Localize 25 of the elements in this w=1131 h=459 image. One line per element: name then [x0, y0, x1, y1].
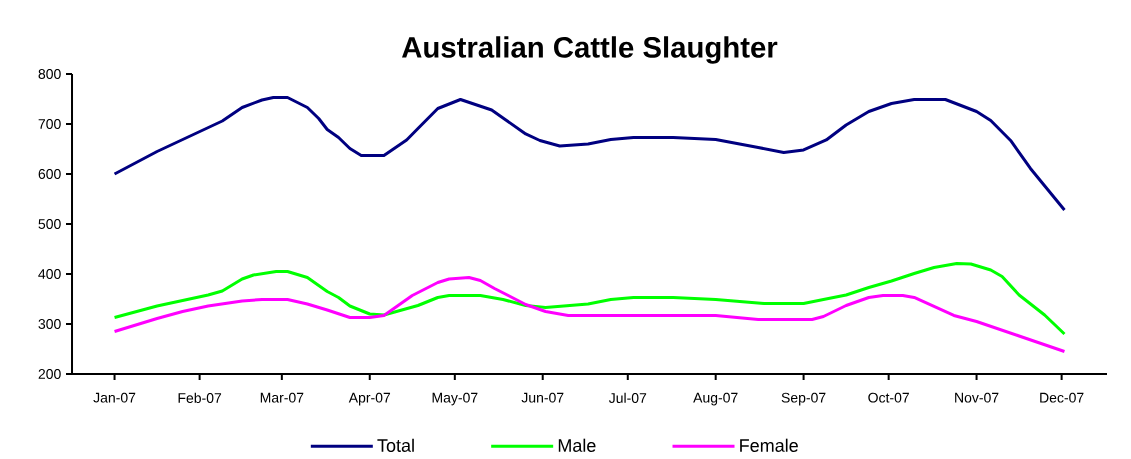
- y-tick-label: 400: [38, 269, 61, 279]
- x-tick-label: May-07: [432, 392, 478, 406]
- legend-label: Male: [558, 438, 596, 452]
- legend-label: Total: [377, 438, 414, 452]
- y-tick-label: 200: [38, 369, 61, 379]
- y-tick-label: 500: [38, 219, 61, 229]
- x-tick-label: Mar-07: [260, 392, 304, 403]
- x-tick-label: Nov-07: [955, 392, 999, 403]
- x-tick-label: Jul-07: [608, 392, 647, 403]
- x-tick-label: Oct-07: [868, 392, 909, 403]
- x-tick-label: Feb-07: [178, 392, 222, 403]
- legend-label: Female: [740, 438, 798, 452]
- line-series: [113, 95, 1066, 212]
- x-tick-label: Aug-07: [693, 392, 738, 406]
- x-tick-label: Dec-07: [1040, 392, 1084, 403]
- line-series: [113, 261, 1066, 336]
- y-tick-label: 600: [38, 169, 61, 179]
- y-tick-label: 300: [38, 319, 61, 329]
- x-tick-label: Jun-07: [521, 392, 564, 403]
- y-tick-label: 700: [38, 119, 61, 129]
- x-tick-label: Sep-07: [781, 392, 826, 406]
- y-tick-label: 800: [38, 69, 61, 79]
- chart-title: Australian Cattle Slaughter: [401, 36, 778, 64]
- x-tick-label: Apr-07: [348, 392, 391, 406]
- x-tick-label: Jan-07: [93, 392, 136, 403]
